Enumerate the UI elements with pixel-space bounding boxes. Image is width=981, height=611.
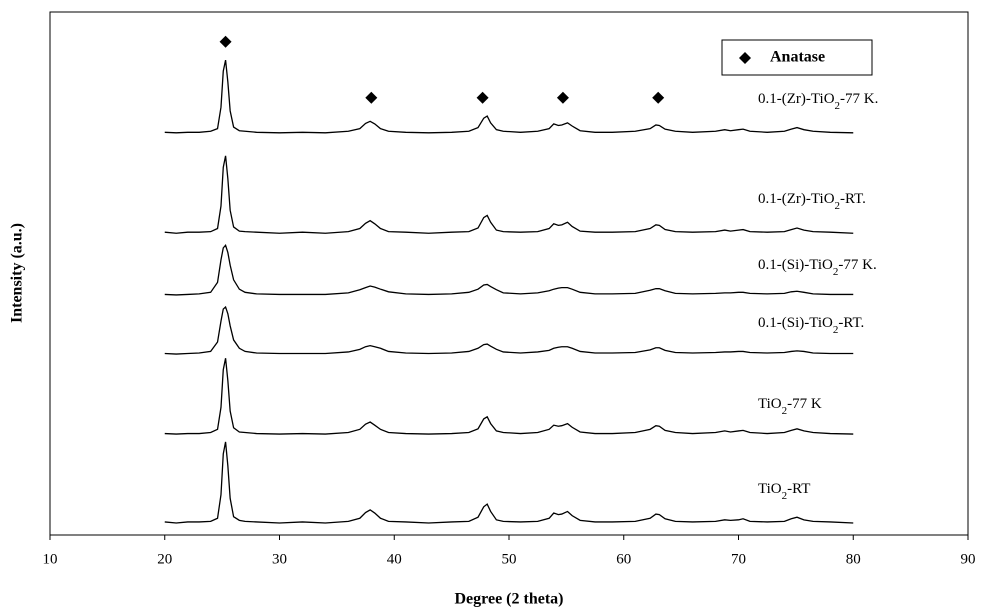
anatase-marker	[365, 91, 378, 104]
x-tick-label: 40	[387, 551, 402, 567]
x-axis-title: Degree (2 theta)	[455, 591, 564, 608]
legend-symbol	[739, 52, 751, 64]
x-tick-label: 10	[43, 551, 58, 567]
anatase-marker	[556, 91, 569, 104]
anatase-marker	[219, 35, 232, 48]
series-label: 0.1-(Si)-TiO2-77 K.	[758, 257, 877, 277]
x-tick-label: 80	[846, 551, 861, 567]
series-label: 0.1-(Si)-TiO2-RT.	[758, 315, 864, 335]
xrd-pattern	[164, 243, 854, 296]
x-tick-label: 30	[272, 551, 287, 567]
x-tick-label: 90	[961, 551, 976, 567]
series-label: 0.1-(Zr)-TiO2-RT.	[758, 191, 866, 211]
plot-frame	[49, 11, 969, 536]
series-label: TiO2-77 K	[758, 396, 822, 416]
xrd-pattern	[164, 155, 854, 234]
xrd-pattern	[164, 441, 854, 524]
series-label: 0.1-(Zr)-TiO2-77 K.	[758, 91, 878, 111]
x-tick-label: 50	[502, 551, 517, 567]
x-tick-label: 70	[731, 551, 746, 567]
anatase-marker	[652, 91, 665, 104]
series-label: TiO2-RT	[758, 481, 810, 501]
xrd-pattern	[164, 305, 854, 355]
x-tick-label: 20	[157, 551, 172, 567]
anatase-marker	[476, 91, 489, 104]
xrd-pattern	[164, 358, 854, 435]
legend-label: Anatase	[770, 49, 825, 66]
x-tick-label: 60	[616, 551, 631, 567]
y-axis-title: Intensity (a.u.)	[9, 223, 26, 323]
xrd-pattern	[164, 59, 854, 134]
